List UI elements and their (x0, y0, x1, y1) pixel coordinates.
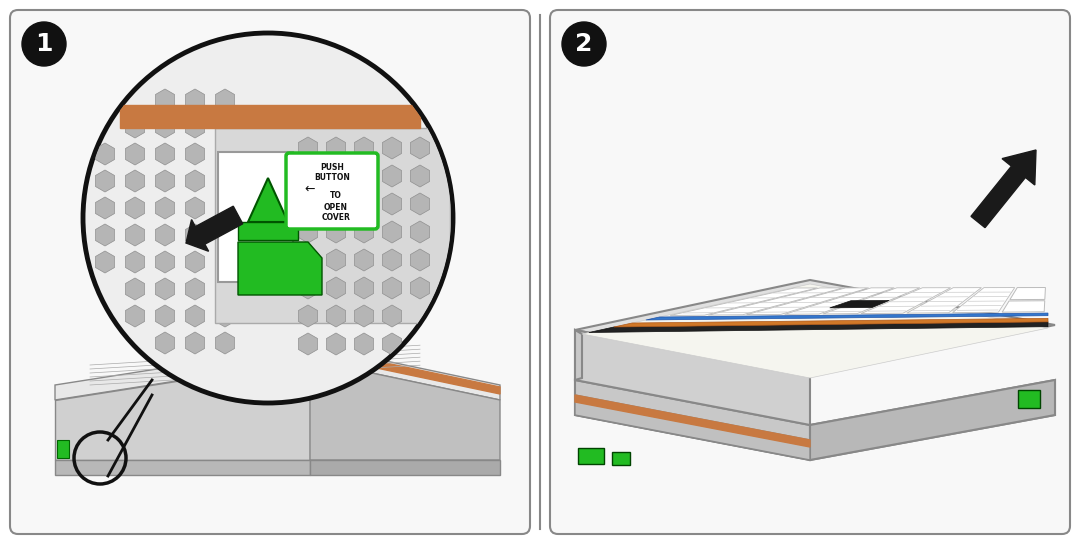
Polygon shape (238, 242, 322, 295)
Polygon shape (120, 105, 420, 128)
Polygon shape (861, 288, 950, 313)
Polygon shape (310, 360, 500, 460)
Polygon shape (953, 288, 1015, 313)
Bar (57, 440, 69, 458)
Polygon shape (575, 330, 582, 380)
Polygon shape (829, 300, 889, 308)
Bar (218, 152, 293, 282)
Polygon shape (248, 178, 288, 222)
Text: 1: 1 (36, 32, 53, 56)
Polygon shape (785, 288, 894, 314)
Polygon shape (310, 460, 500, 475)
FancyArrow shape (186, 206, 243, 251)
Bar (578, 448, 604, 464)
Polygon shape (589, 322, 1048, 332)
Polygon shape (810, 380, 1055, 460)
Polygon shape (582, 284, 1048, 378)
Polygon shape (1002, 301, 1044, 312)
Polygon shape (55, 345, 500, 400)
FancyBboxPatch shape (286, 153, 378, 229)
Text: ←: ← (305, 182, 315, 195)
Polygon shape (575, 395, 810, 460)
Bar (612, 452, 630, 465)
Polygon shape (575, 280, 1055, 375)
Circle shape (83, 33, 453, 403)
Polygon shape (1010, 288, 1045, 300)
Text: 2: 2 (576, 32, 593, 56)
Polygon shape (671, 288, 818, 316)
Bar (215, 128, 450, 323)
Polygon shape (575, 380, 1055, 460)
Text: TO: TO (330, 191, 342, 201)
FancyArrow shape (971, 150, 1036, 227)
Polygon shape (613, 318, 1048, 327)
Bar (238, 222, 298, 240)
Polygon shape (646, 313, 1048, 320)
Polygon shape (746, 288, 868, 315)
Polygon shape (823, 288, 920, 314)
Circle shape (562, 22, 606, 66)
Polygon shape (708, 288, 843, 315)
FancyBboxPatch shape (550, 10, 1070, 534)
Circle shape (22, 22, 66, 66)
FancyBboxPatch shape (10, 10, 530, 534)
Polygon shape (55, 460, 310, 475)
Polygon shape (575, 380, 810, 460)
Bar (1018, 390, 1040, 408)
Polygon shape (907, 288, 982, 313)
Text: OPEN: OPEN (324, 202, 348, 212)
Polygon shape (575, 330, 810, 425)
Text: COVER: COVER (322, 213, 350, 222)
Polygon shape (575, 395, 810, 447)
Text: BUTTON: BUTTON (314, 172, 350, 182)
Polygon shape (310, 347, 500, 394)
Polygon shape (55, 360, 310, 460)
Text: PUSH: PUSH (320, 163, 343, 171)
